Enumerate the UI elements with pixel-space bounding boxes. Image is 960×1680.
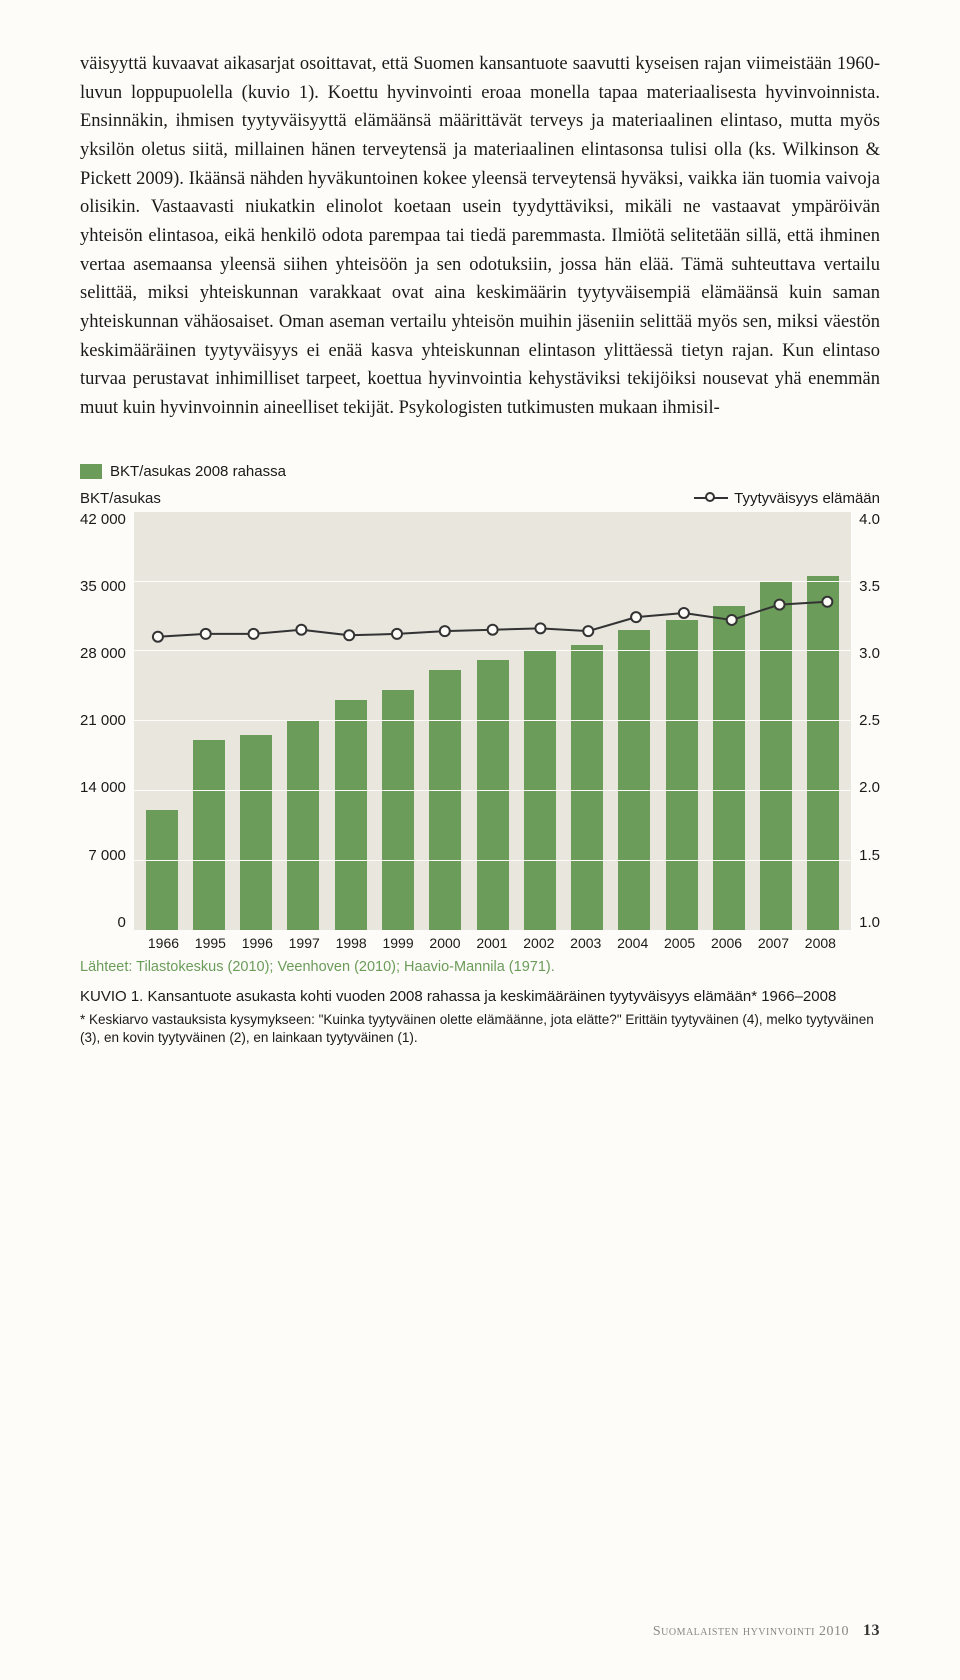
y-left-tick: 42 000 — [80, 511, 126, 528]
bar — [335, 700, 367, 929]
bar-legend-label: BKT/asukas 2008 rahassa — [110, 463, 286, 480]
y-left-tick: 35 000 — [80, 578, 126, 595]
bar — [193, 740, 225, 930]
caption-title: KUVIO 1. Kansantuote asukasta kohti vuod… — [80, 988, 836, 1005]
gridline — [134, 720, 851, 721]
axis-labels-row: BKT/asukas Tyytyväisyys elämään — [80, 490, 880, 507]
bar — [713, 606, 745, 930]
line-legend-marker — [694, 492, 728, 504]
y-right-tick: 2.0 — [859, 779, 880, 796]
y-left-tick: 0 — [118, 914, 126, 931]
bar — [666, 620, 698, 929]
x-tick: 2003 — [570, 935, 602, 951]
bar-legend-swatch — [80, 464, 102, 479]
bar — [240, 735, 272, 930]
x-tick: 1999 — [382, 935, 414, 951]
x-tick: 1996 — [241, 935, 273, 951]
y-left-tick: 28 000 — [80, 645, 126, 662]
y-left-tick: 14 000 — [80, 779, 126, 796]
x-tick: 2008 — [804, 935, 836, 951]
x-tick: 2004 — [617, 935, 649, 951]
y-left-title: BKT/asukas — [80, 490, 161, 507]
x-tick: 2007 — [757, 935, 789, 951]
footer-text: Suomalaisten hyvinvointi 2010 — [653, 1624, 849, 1639]
gridline — [134, 860, 851, 861]
bar — [429, 670, 461, 929]
bar — [807, 576, 839, 930]
y-left-tick: 21 000 — [80, 712, 126, 729]
y-right-axis: 4.0 3.5 3.0 2.5 2.0 1.5 1.0 — [851, 511, 880, 931]
line-legend-label: Tyytyväisyys elämään — [734, 490, 880, 507]
y-left-tick: 7 000 — [88, 847, 126, 864]
gridline — [134, 650, 851, 651]
x-tick: 1998 — [335, 935, 367, 951]
bar — [760, 581, 792, 930]
x-tick: 1997 — [288, 935, 320, 951]
x-tick: 2000 — [429, 935, 461, 951]
bar-legend: BKT/asukas 2008 rahassa — [80, 463, 880, 480]
y-right-tick: 2.5 — [859, 712, 880, 729]
gridline — [134, 790, 851, 791]
chart-source: Lähteet: Tilastokeskus (2010); Veenhoven… — [80, 959, 880, 975]
y-right-tick: 1.0 — [859, 914, 880, 931]
x-tick: 2001 — [476, 935, 508, 951]
bar — [146, 810, 178, 930]
plot-area — [134, 511, 851, 931]
gridline — [134, 511, 851, 512]
bar — [571, 645, 603, 929]
page-footer: Suomalaisten hyvinvointi 2010 13 — [653, 1622, 880, 1640]
bar — [382, 690, 414, 929]
y-right-tick: 4.0 — [859, 511, 880, 528]
body-paragraph: väisyyttä kuvaavat aikasarjat osoittavat… — [80, 50, 880, 423]
x-tick: 1966 — [147, 935, 179, 951]
line-legend: Tyytyväisyys elämään — [694, 490, 880, 507]
y-right-tick: 1.5 — [859, 847, 880, 864]
page-number: 13 — [863, 1622, 880, 1639]
x-tick: 1995 — [194, 935, 226, 951]
y-right-tick: 3.0 — [859, 645, 880, 662]
bar — [287, 720, 319, 930]
y-right-tick: 3.5 — [859, 578, 880, 595]
bar — [477, 660, 509, 929]
chart-caption: KUVIO 1. Kansantuote asukasta kohti vuod… — [80, 987, 880, 1007]
gridline — [134, 581, 851, 582]
caption-note: * Keskiarvo vastauksista kysymykseen: "K… — [80, 1011, 880, 1046]
x-tick: 2002 — [523, 935, 555, 951]
bar — [618, 630, 650, 929]
x-axis-labels: 1966 1995 1996 1997 1998 1999 2000 2001 2002 2003… — [136, 935, 848, 951]
gridline — [134, 930, 851, 931]
x-tick: 2006 — [711, 935, 743, 951]
chart: 42 000 35 000 28 000 21 000 14 000 7 000 0 4.0… — [80, 511, 880, 931]
y-left-axis: 42 000 35 000 28 000 21 000 14 000 7 000 0 — [80, 511, 134, 931]
x-tick: 2005 — [664, 935, 696, 951]
